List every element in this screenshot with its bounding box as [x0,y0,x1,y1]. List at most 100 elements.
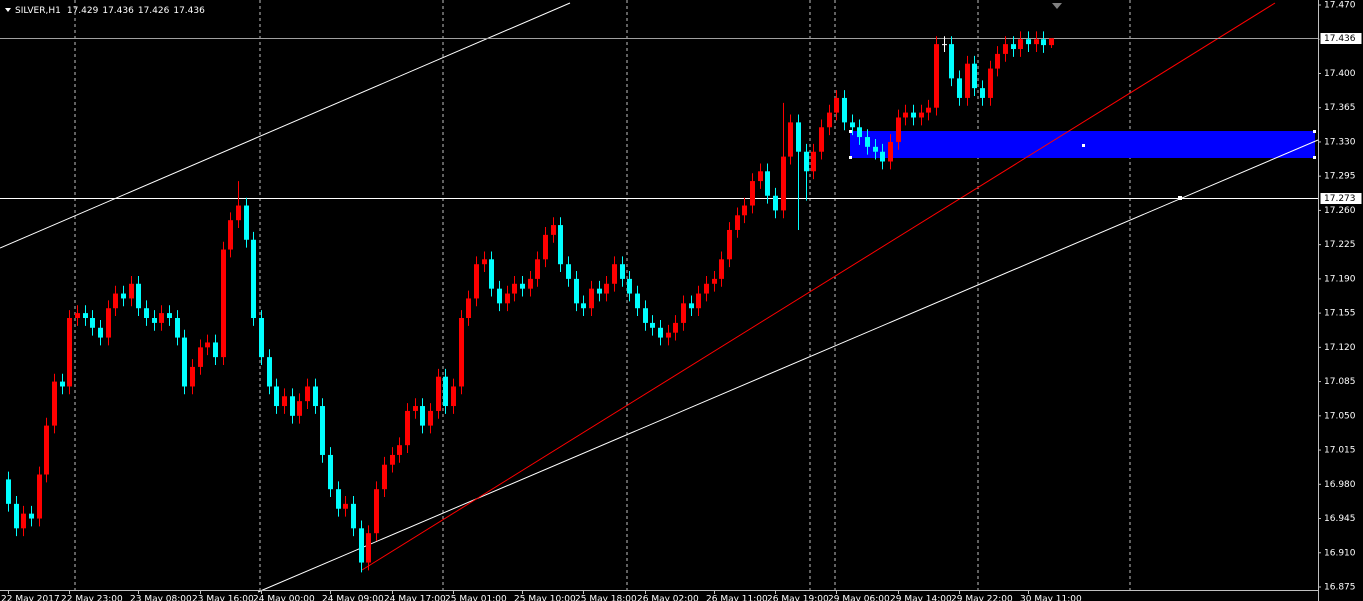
candle-body [811,151,816,172]
candle-body [282,396,287,407]
price-axis: 17.47017.43517.40017.36517.33017.29517.2… [1318,1,1363,593]
candle-body [190,366,195,387]
candle-body [850,122,855,128]
candle-body [320,406,325,455]
candle-body [735,215,740,230]
candle-body [236,205,241,221]
candle-body [44,425,49,475]
handle[interactable] [1082,144,1085,147]
x-tick-label: 29 May 14:00 [890,595,952,601]
candle-body [597,288,602,294]
candle-body [451,386,456,407]
x-tick-label: 30 May 11:00 [1020,595,1082,601]
candle-body [390,454,395,465]
candle-body [98,327,103,338]
trend-line[interactable] [361,2,1276,571]
candle-body [834,97,839,113]
candle-body [842,97,847,123]
candle-body [351,503,356,529]
candle-body [83,313,88,319]
menu-arrow[interactable] [5,8,11,12]
x-tick-label: 24 May 17:00 [384,595,446,601]
candle-body [673,322,678,333]
candle-body [589,288,594,309]
x-tick-label: 29 May 06:00 [828,595,890,601]
candle-body [459,318,464,387]
candle-body [366,533,371,563]
candle-body [727,229,732,260]
channel-line[interactable] [257,139,1319,593]
y-tick-label: 17.365 [1324,103,1356,113]
y-tick-label: 17.120 [1324,343,1356,353]
y-tick-label: 17.330 [1324,137,1356,147]
candle-body [182,337,187,387]
handle[interactable] [849,156,852,159]
candle-body [121,293,126,299]
y-tick-label: 17.225 [1324,240,1356,250]
price-label-box [1319,192,1363,205]
price-lines [0,38,1318,199]
y-tick-label: 17.260 [1324,206,1356,216]
candle-body [574,278,579,304]
candle-body [21,513,26,529]
candle-body [14,503,19,529]
candle-body [681,303,686,323]
candle-body [374,489,379,534]
candle-body [520,283,525,289]
price-label-box [1319,32,1363,45]
candle-body [413,406,418,411]
zone-handles [849,130,1316,159]
candle-body [428,410,433,426]
candle-body [896,117,901,142]
candle-body [221,249,226,358]
price-label: 17.436 [1324,34,1356,44]
candle-body [911,112,916,118]
handle[interactable] [1178,196,1182,200]
candle-body [666,332,671,338]
candle-body [436,376,441,411]
candle-body [758,171,763,182]
header-open: 17.429 [67,6,99,16]
candle-body [382,464,387,490]
chart-header: SILVER,H1 17.429 17.436 17.426 17.436 [15,6,205,16]
candle-body [228,220,233,250]
x-tick-label: 23 May 08:00 [130,595,192,601]
handle[interactable] [1313,156,1316,159]
candle-body [489,259,494,289]
candle-body [750,181,755,206]
handle[interactable] [849,130,852,133]
candle-body [712,278,717,284]
candle-body [873,146,878,152]
candle-body [689,303,694,309]
candle-body [1018,39,1023,50]
candle-body [75,313,80,319]
candle-body [60,381,65,387]
candle-body [543,234,548,260]
candle-body [466,298,471,319]
candle-body [604,283,609,294]
candle-body [972,63,977,89]
candle-body [1034,39,1039,45]
candle-body [37,474,42,519]
candle-body [198,347,203,367]
candles [6,31,1054,573]
candle-body [336,489,341,509]
y-tick-label: 16.910 [1324,548,1356,558]
candle-body [474,264,479,299]
channel-line[interactable] [0,2,571,249]
candle-body [113,293,118,309]
candle-body [949,44,954,79]
y-tick-label: 17.470 [1324,1,1356,11]
x-tick-label: 25 May 10:00 [514,595,576,601]
candle-body [505,293,510,304]
candle-body [635,293,640,309]
candle-body [643,308,648,323]
candle-body [420,406,425,426]
candle-body [903,112,908,118]
x-tick-label: 26 May 02:00 [637,595,699,601]
candle-body [497,288,502,304]
candle-body [742,205,747,216]
handle[interactable] [1313,130,1316,133]
candle-body [512,283,517,294]
candle-body [305,386,310,402]
